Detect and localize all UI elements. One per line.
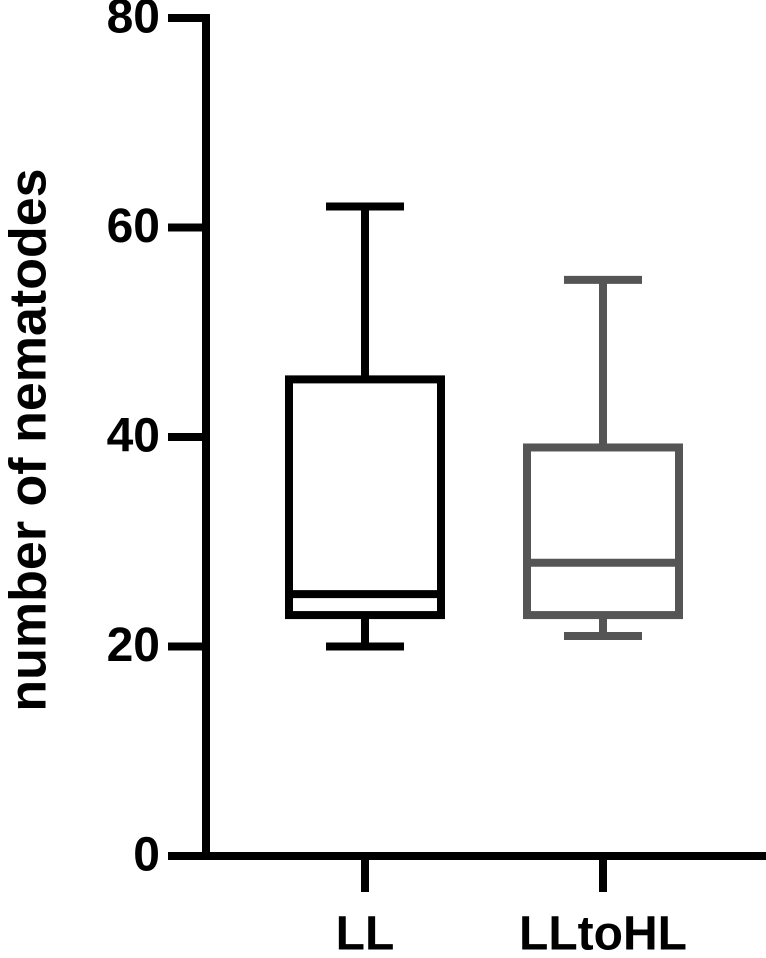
y-tick-label: 20	[107, 619, 160, 672]
y-tick-label: 80	[107, 0, 160, 44]
y-tick-label: 40	[107, 410, 160, 463]
y-tick-label: 60	[107, 200, 160, 253]
y-tick-label: 0	[133, 829, 160, 882]
y-axis-label: number of nematodes	[0, 168, 58, 711]
box	[285, 375, 445, 620]
box	[523, 443, 683, 620]
x-tick-label: LL	[336, 908, 395, 958]
x-tick-label: LLtoHL	[519, 908, 687, 958]
